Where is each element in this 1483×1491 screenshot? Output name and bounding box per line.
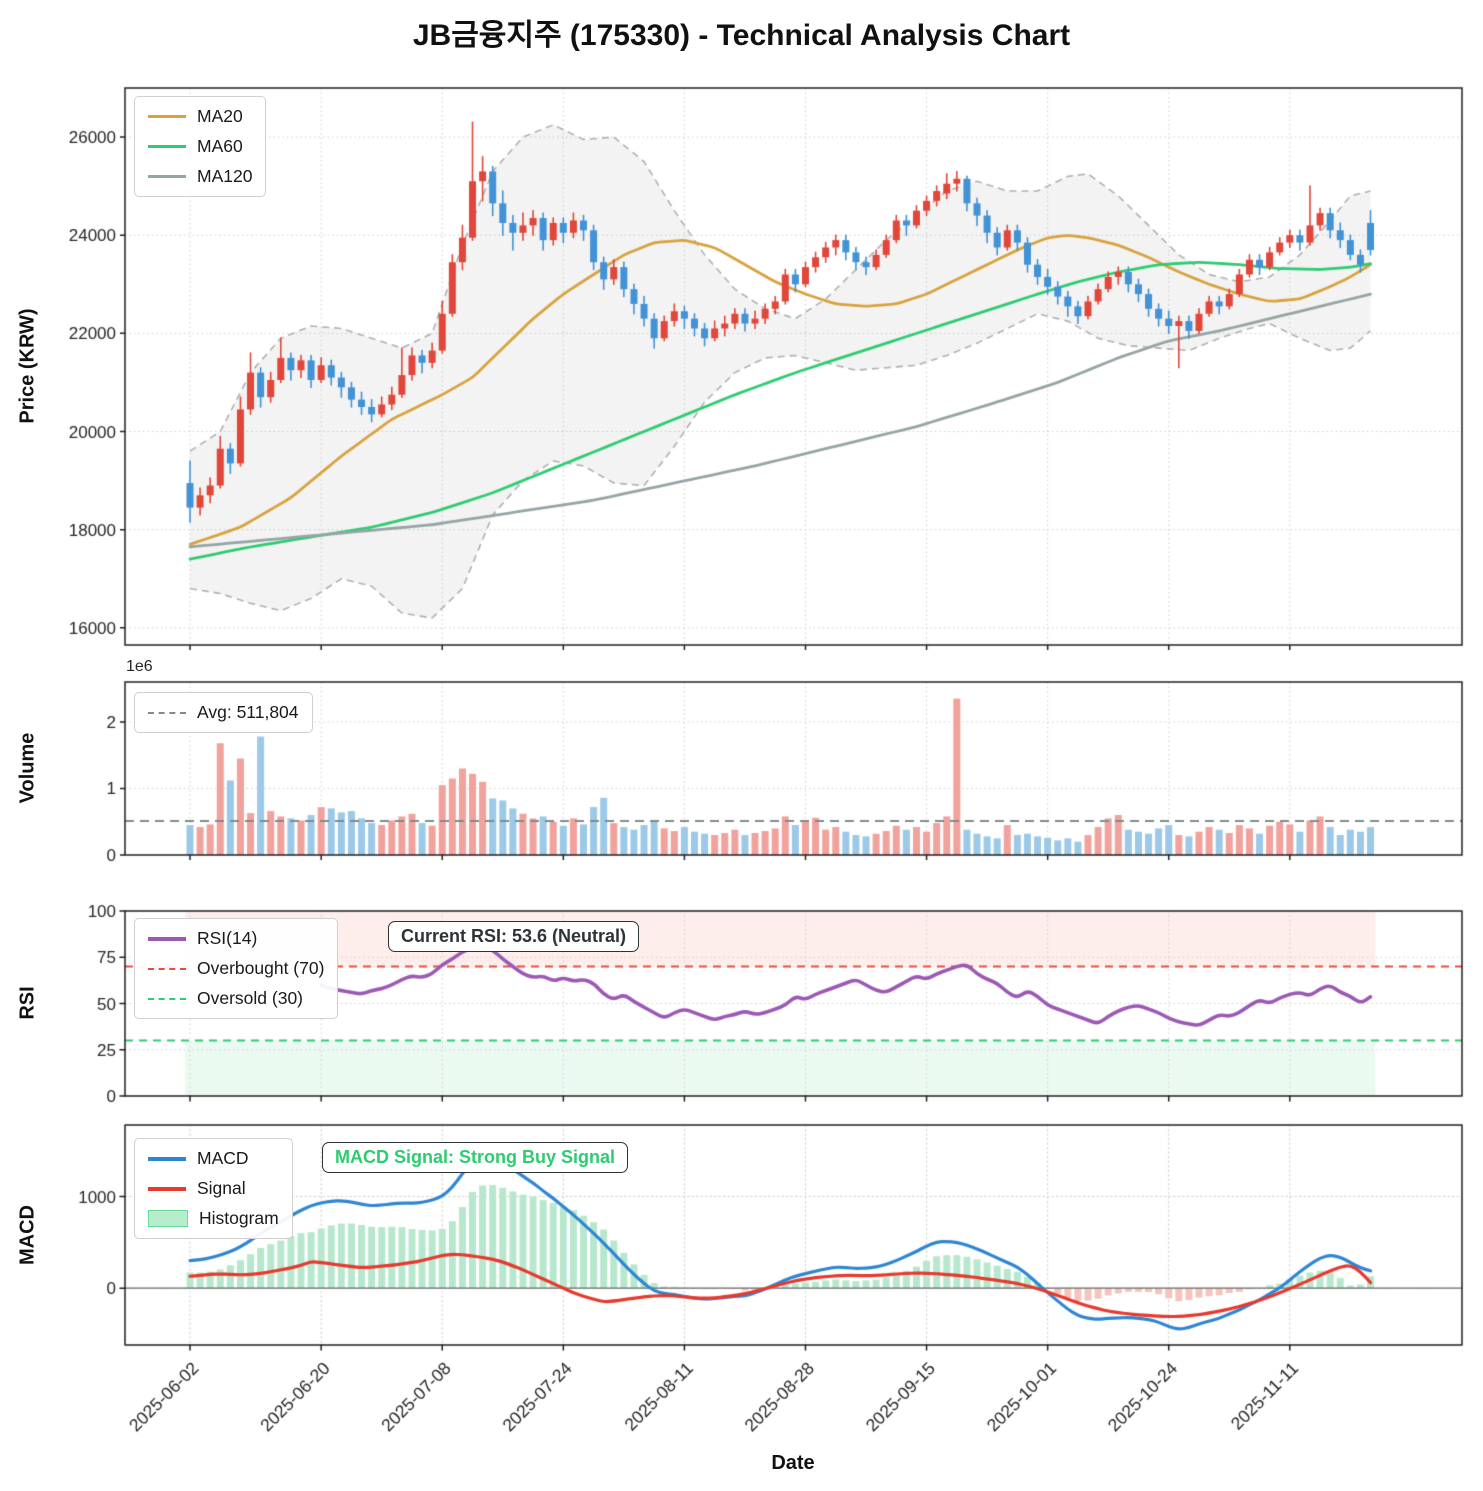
overbought-dashed-swatch-icon (148, 967, 186, 970)
page-title: JB금융지주 (175330) - Technical Analysis Cha… (412, 19, 1071, 52)
histogram-swatch-icon (148, 1210, 188, 1227)
legend-label: MA120 (197, 166, 253, 186)
rsi-line-swatch-icon (148, 936, 186, 941)
macd-axis-label: MACD (16, 1205, 39, 1265)
legend-item-ma120: MA120 (148, 166, 252, 187)
legend-item-ma20: MA20 (148, 106, 252, 127)
ma120-line-swatch-icon (148, 175, 186, 178)
macd-legend: MACD Signal Histogram (134, 1138, 293, 1239)
date-axis-label: Date (771, 1452, 815, 1474)
legend-item-signal: Signal (148, 1178, 279, 1199)
avg-dashed-line-swatch-icon (148, 711, 186, 714)
legend-item-overbought: Overbought (70) (148, 958, 324, 979)
legend-item-avg: Avg: 511,804 (148, 702, 299, 723)
legend-item-histogram: Histogram (148, 1208, 279, 1229)
rsi-annotation: Current RSI: 53.6 (Neutral) (388, 921, 640, 952)
legend-item-rsi: RSI(14) (148, 928, 324, 949)
legend-label: RSI(14) (197, 928, 258, 948)
volume-avg-label: Avg: 511,804 (197, 702, 299, 722)
rsi-axis-label: RSI (16, 986, 39, 1020)
legend-item-ma60: MA60 (148, 136, 252, 157)
oversold-dashed-swatch-icon (148, 997, 186, 1000)
legend-item-macd: MACD (148, 1148, 279, 1169)
signal-line-swatch-icon (148, 1186, 186, 1191)
ma20-line-swatch-icon (148, 115, 186, 118)
legend-label: Oversold (30) (197, 988, 304, 1008)
price-legend: MA20 MA60 MA120 (134, 96, 267, 197)
legend-label: Overbought (70) (197, 958, 325, 978)
volume-offset-label: 1e6 (126, 658, 153, 675)
legend-label: MA60 (197, 136, 243, 156)
ma60-line-swatch-icon (148, 145, 186, 148)
macd-annotation: MACD Signal: Strong Buy Signal (322, 1142, 629, 1173)
volume-axis-label: Volume (16, 732, 39, 804)
rsi-legend: RSI(14) Overbought (70) Oversold (30) (134, 918, 339, 1019)
legend-label: Histogram (199, 1208, 279, 1228)
volume-legend: Avg: 511,804 (134, 692, 313, 733)
legend-label: Signal (197, 1178, 246, 1198)
price-axis-label: Price (KRW) (16, 308, 39, 424)
legend-label: MA20 (197, 106, 243, 126)
legend-label: MACD (197, 1148, 249, 1168)
macd-line-swatch-icon (148, 1156, 186, 1161)
legend-item-oversold: Oversold (30) (148, 988, 324, 1009)
